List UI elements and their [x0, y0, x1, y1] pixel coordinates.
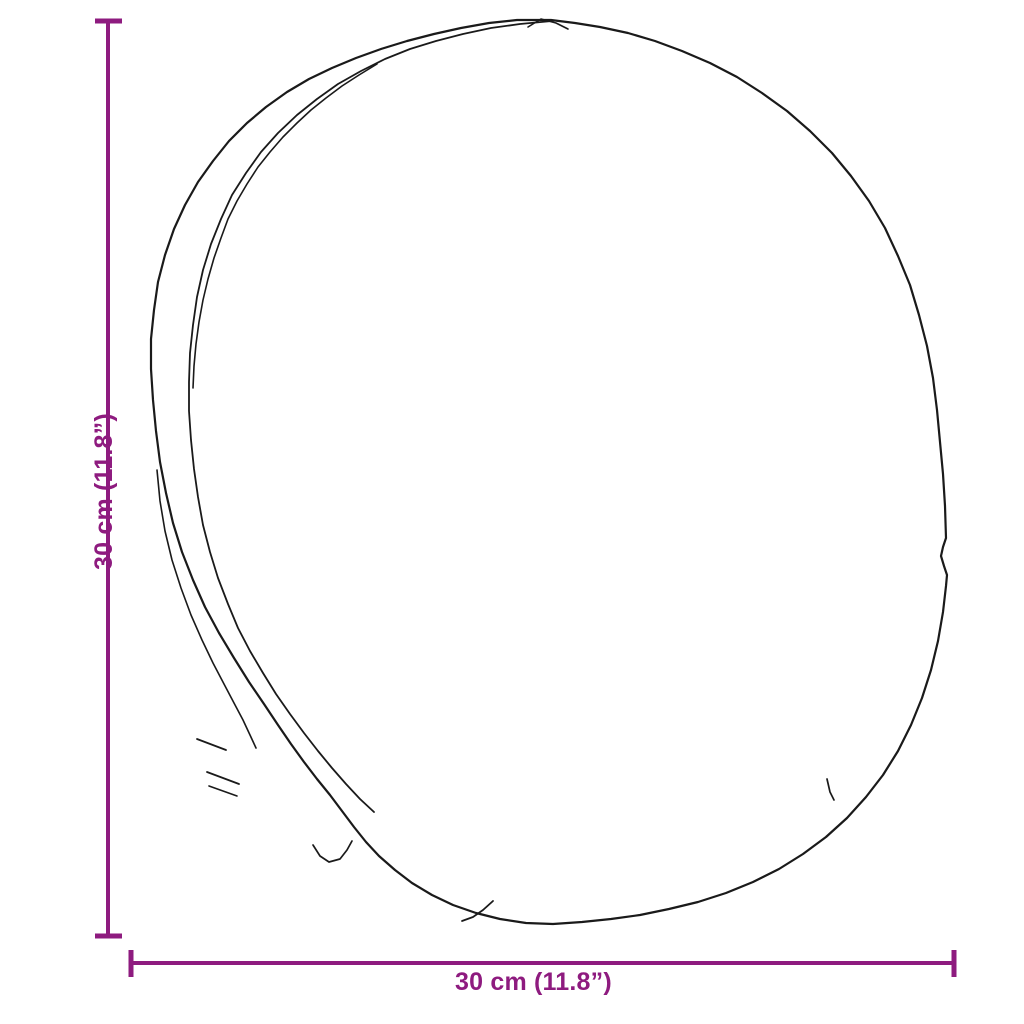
mirror-notch-bottom-left — [312, 840, 353, 863]
vertical-dimension-line-icon — [95, 18, 122, 939]
mirror-rim-hatch-1 — [196, 738, 227, 751]
irregular-circle-outline-icon — [149, 18, 949, 926]
mirror-rim-upper-left-detail — [192, 63, 378, 389]
mirror-rim-hatch-2 — [206, 771, 240, 785]
width-dimension-label: 30 cm (11.8”) — [455, 968, 612, 996]
mirror-peak-top-center — [527, 18, 569, 30]
mirror-rim-lower-left-detail — [156, 469, 257, 749]
mirror-tail-bottom-center — [461, 900, 494, 922]
mirror-rim-inner-line — [188, 20, 553, 813]
mirror-rim-hatch-3 — [208, 785, 238, 797]
mirror-outline-group — [149, 18, 949, 926]
height-dimension-label: 30 cm (11.8”) — [90, 413, 118, 570]
mirror-notch-right — [826, 778, 835, 801]
horizontal-dimension-line-icon — [128, 950, 957, 977]
